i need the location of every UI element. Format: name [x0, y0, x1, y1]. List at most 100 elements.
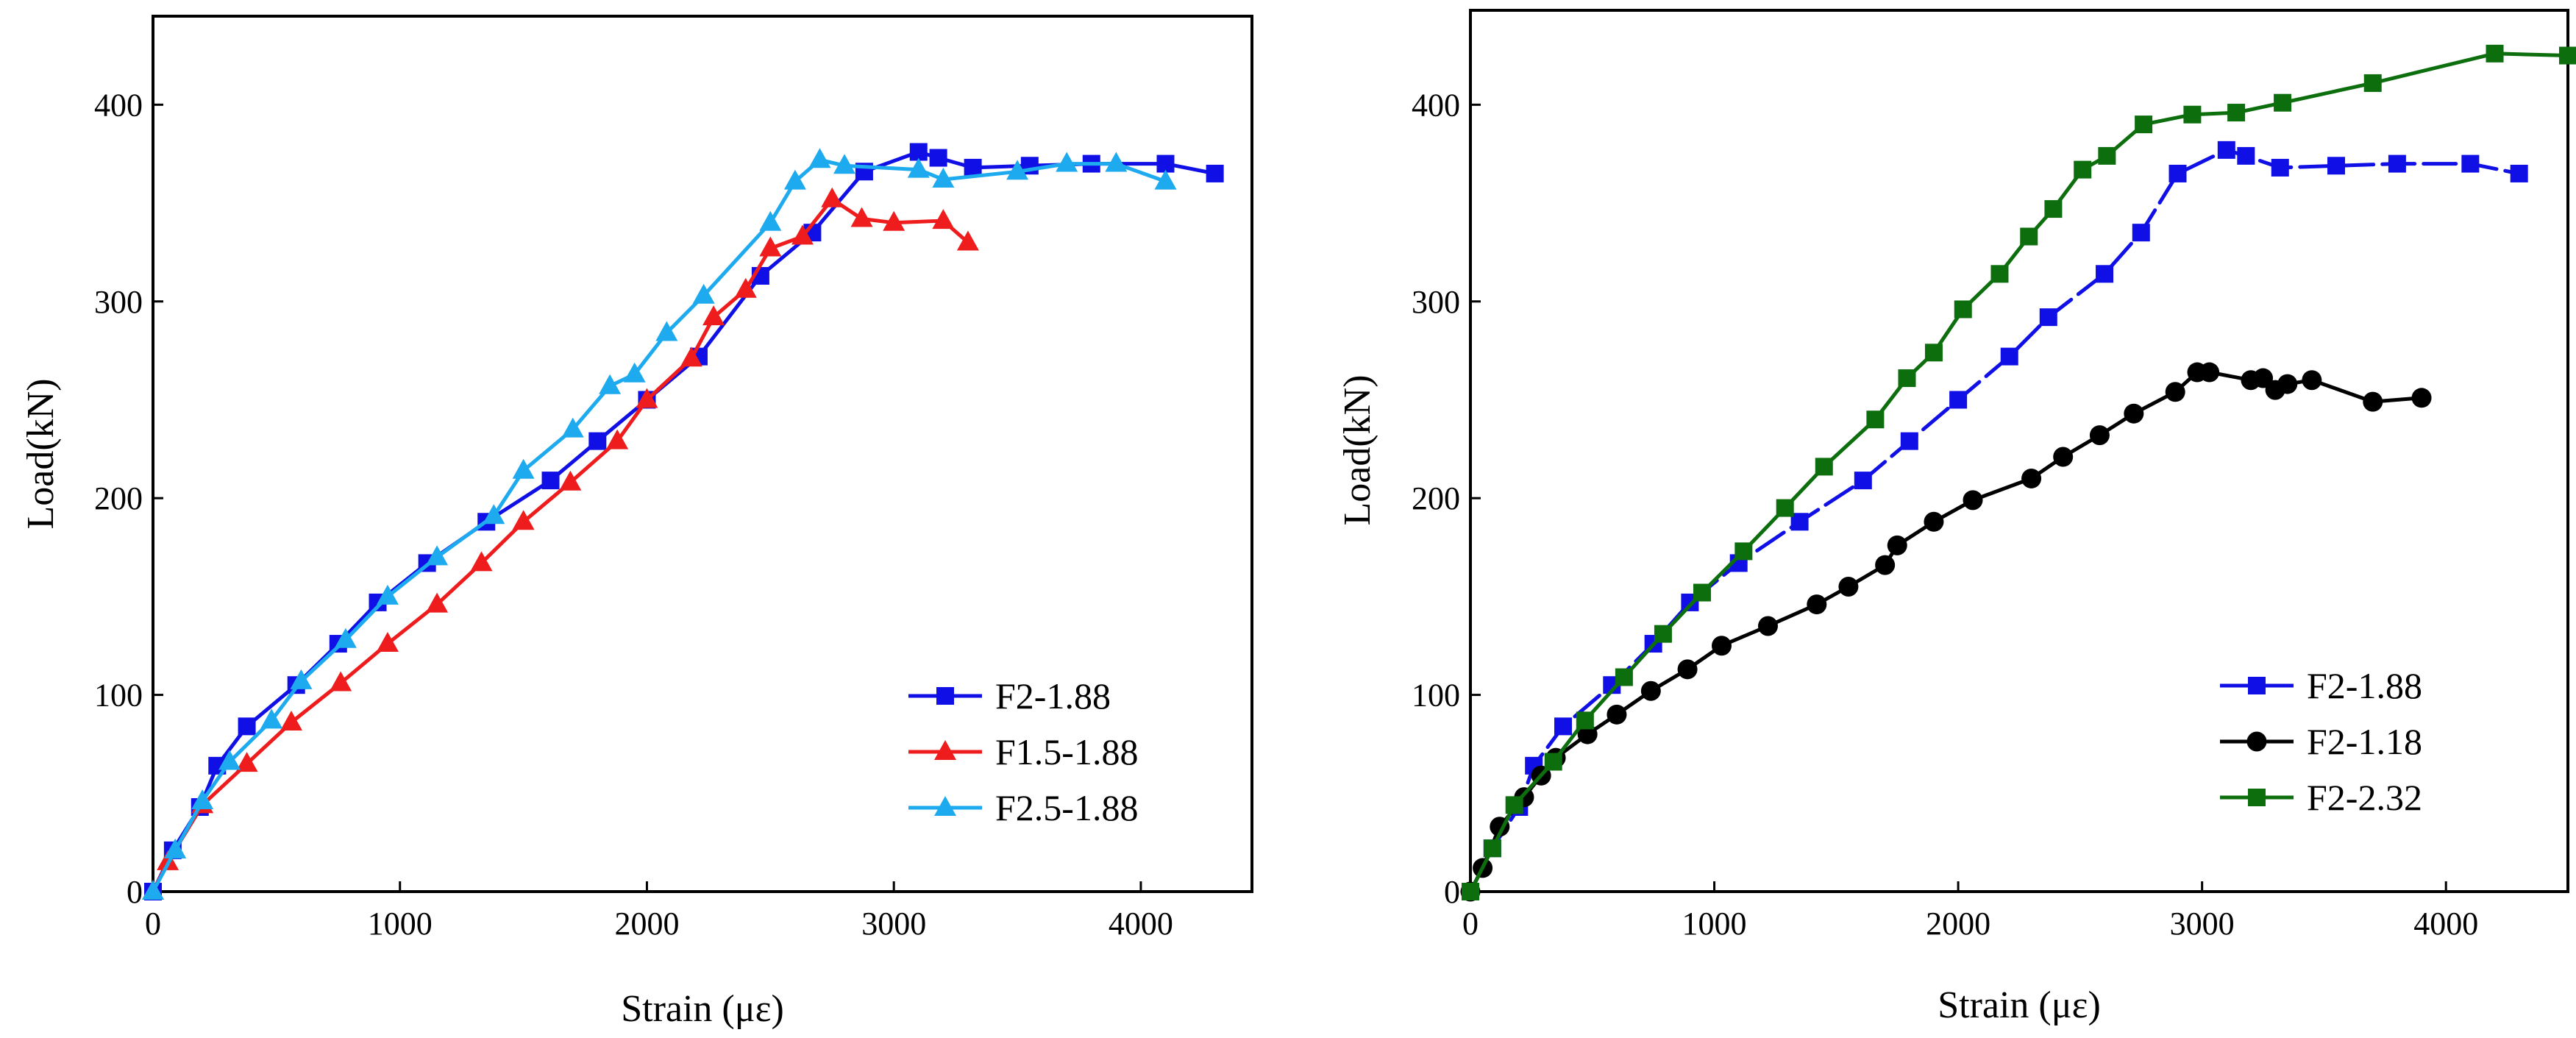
right-data-point-f2-1-88: [2327, 157, 2346, 175]
left-data-point-f2-5-1-88: [218, 750, 241, 770]
right-data-point-f2-2-32: [2135, 115, 2153, 134]
left-data-point-f1-5-1-88: [956, 230, 979, 251]
right-data-point-f2-1-18: [1607, 704, 1627, 725]
right-data-point-f2-1-88: [2000, 347, 2018, 366]
left-data-point-f1-5-1-88: [376, 632, 399, 653]
left-data-point-f2-5-1-88: [808, 148, 831, 168]
left-data-point-f1-5-1-88: [636, 388, 658, 408]
left-data-point-f1-5-1-88: [759, 236, 782, 257]
right-data-point-f2-1-18: [1640, 680, 1661, 701]
right-data-point-f2-1-88: [2388, 154, 2406, 173]
left-legend-item-f2-1-88: F2-1.88: [908, 675, 1111, 717]
right-x-tick-label: 0: [1462, 906, 1479, 942]
left-data-point-f1-5-1-88: [680, 346, 702, 367]
right-legend-label-f2-2-32: F2-2.32: [2307, 777, 2422, 818]
left-data-point-f1-5-1-88: [559, 470, 582, 491]
right-data-point-f2-1-88: [1554, 717, 1572, 736]
right-plot-frame: [1469, 9, 2569, 893]
left-x-tick-label: 4000: [1109, 906, 1173, 942]
right-y-tick-label: 200: [1412, 480, 1460, 516]
left-legend-marker-f2-1-88: [936, 687, 954, 705]
right-data-point-f2-2-32: [2559, 46, 2576, 65]
right-data-point-f2-1-18: [1712, 636, 1732, 656]
right-data-point-f2-1-18: [2165, 382, 2185, 402]
right-data-point-f2-1-18: [2411, 388, 2432, 408]
left-data-point-f2-5-1-88: [833, 154, 856, 174]
right-data-point-f2-1-18: [1757, 616, 1778, 636]
right-data-point-f2-2-32: [1924, 344, 1943, 362]
left-data-point-f2-5-1-88: [1154, 169, 1177, 190]
right-data-point-f2-2-32: [1990, 265, 2009, 283]
right-legend-label-f2-1-88: F2-1.88: [2307, 665, 2422, 706]
right-data-point-f2-1-18: [1875, 555, 1896, 575]
right-data-point-f2-2-32: [1615, 668, 1633, 686]
right-data-point-f2-1-18: [2302, 370, 2322, 391]
left-data-point-f1-5-1-88: [426, 592, 449, 613]
left-x-axis-title: Strain (με): [621, 988, 784, 1030]
left-data-point-f2-1-88: [588, 432, 607, 450]
left-data-point-f2-5-1-88: [561, 417, 584, 438]
right-data-point-f2-2-32: [1898, 369, 1916, 388]
left-data-point-f2-5-1-88: [290, 669, 313, 689]
right-legend-item-f2-1-88: F2-1.88: [2220, 665, 2422, 706]
right-data-point-f2-1-88: [2237, 146, 2255, 165]
right-x-tick-label: 4000: [2413, 906, 2478, 942]
left-x-tick-label: 2000: [614, 906, 679, 942]
right-data-point-f2-1-18: [1887, 535, 1907, 555]
left-y-tick-label: 100: [94, 678, 143, 714]
right-legend-marker-f2-1-18: [2246, 731, 2267, 752]
left-data-point-f1-5-1-88: [702, 305, 725, 326]
right-y-tick-label: 0: [1444, 874, 1460, 910]
right-data-point-f2-1-18: [1924, 511, 1944, 532]
right-data-point-f2-2-32: [1576, 711, 1594, 730]
right-data-point-f2-1-88: [1949, 391, 1968, 409]
right-legend-item-f2-1-18: F2-1.18: [2220, 721, 2422, 762]
right-data-point-f2-1-88: [2271, 158, 2289, 177]
left-data-point-f1-5-1-88: [850, 207, 873, 227]
right-data-point-f2-1-18: [2021, 468, 2042, 488]
right-data-point-f2-2-32: [1462, 883, 1479, 900]
left-data-point-f2-5-1-88: [260, 708, 283, 729]
left-data-point-f2-5-1-88: [512, 458, 535, 479]
left-data-point-f1-5-1-88: [734, 277, 757, 298]
right-data-point-f2-1-18: [2199, 362, 2220, 383]
right-series-f2-2-32: [1462, 44, 2576, 900]
right-data-point-f2-2-32: [1654, 625, 1672, 643]
right-data-point-f2-2-32: [1734, 542, 1753, 561]
left-data-point-f2-1-88: [1206, 164, 1224, 182]
left-data-point-f2-1-88: [1156, 154, 1175, 173]
right-series-f2-1-88: [1462, 141, 2528, 900]
right-data-point-f2-2-32: [2044, 200, 2063, 218]
right-data-point-f2-1-18: [1838, 577, 1859, 597]
right-legend-marker-f2-1-88: [2248, 677, 2266, 694]
left-data-point-f2-5-1-88: [759, 210, 782, 231]
left-data-point-f2-5-1-88: [334, 628, 357, 648]
right-legend-label-f2-1-18: F2-1.18: [2307, 721, 2422, 762]
right-x-tick-label: 1000: [1682, 906, 1747, 942]
left-data-point-f2-5-1-88: [376, 584, 399, 605]
right-data-point-f2-2-32: [2020, 227, 2038, 246]
right-data-point-f2-2-32: [2486, 44, 2504, 63]
right-data-point-f2-1-88: [1900, 432, 1918, 450]
left-legend-item-f1-5-1-88: F1.5-1.88: [908, 731, 1138, 772]
left-legend-marker-f2-5-1-88: [934, 796, 956, 816]
right-series-layer: [1460, 44, 2576, 902]
right-data-point-f2-1-88: [2510, 164, 2528, 182]
left-data-point-f2-5-1-88: [164, 838, 187, 859]
right-data-point-f2-2-32: [1776, 499, 1794, 517]
left-series-f2-5-1-88: [142, 148, 1177, 900]
right-data-point-f2-1-88: [2217, 141, 2235, 159]
right-y-axis-title: Load(kN): [1337, 374, 1378, 525]
right-data-point-f2-1-18: [1677, 659, 1698, 680]
right-legend-item-f2-2-32: F2-2.32: [2220, 777, 2422, 818]
right-data-point-f2-2-32: [2074, 160, 2092, 179]
left-legend-marker-f1-5-1-88: [934, 740, 956, 760]
left-data-point-f2-5-1-88: [191, 789, 214, 809]
left-data-point-f2-5-1-88: [1105, 152, 1128, 172]
left-data-point-f2-1-88: [929, 149, 947, 167]
left-data-point-f2-1-88: [964, 158, 982, 177]
left-x-tick-label: 0: [145, 906, 161, 942]
right-data-point-f2-1-88: [2096, 265, 2114, 283]
right-data-point-f2-2-32: [1505, 796, 1523, 814]
